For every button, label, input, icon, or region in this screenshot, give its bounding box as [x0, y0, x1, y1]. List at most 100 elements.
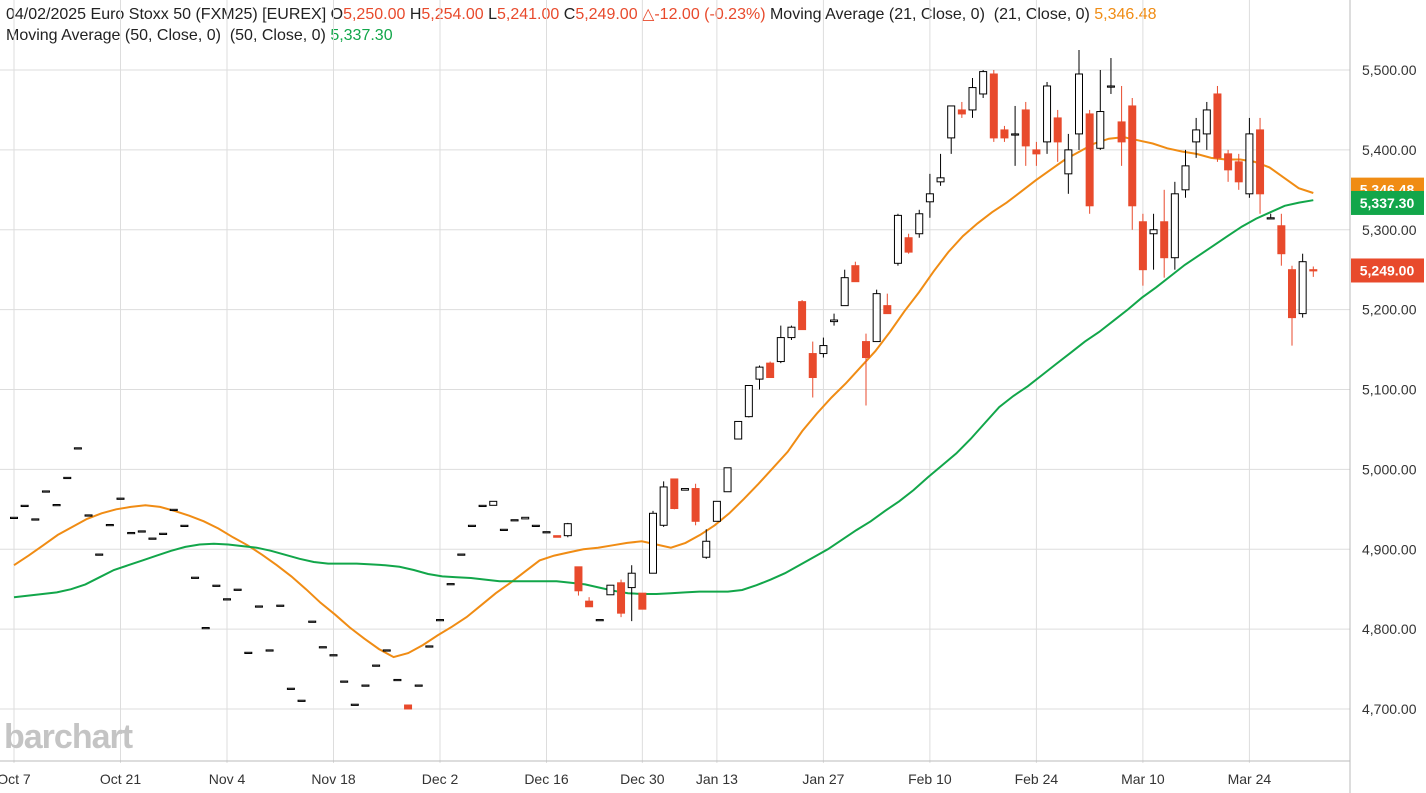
candle-body — [308, 620, 317, 623]
candle — [1181, 149, 1190, 198]
candle-body — [489, 500, 498, 506]
y-tick-label: 5,000.00 — [1362, 461, 1417, 477]
candle — [1096, 70, 1105, 150]
candle-body — [254, 605, 263, 608]
candle-body — [851, 265, 860, 283]
candle — [925, 173, 934, 218]
candle-body — [659, 486, 668, 526]
candle — [1245, 117, 1254, 198]
candle-body — [1170, 193, 1179, 259]
candle-body — [1288, 269, 1296, 319]
candle-body — [372, 664, 381, 667]
candle-body — [1085, 113, 1094, 207]
candle-body — [467, 524, 476, 527]
candle — [606, 584, 615, 596]
candle — [1256, 117, 1265, 214]
candle-body — [798, 301, 807, 331]
candle — [372, 664, 381, 667]
candle — [1309, 266, 1318, 277]
candle — [308, 620, 317, 623]
low-value: 5,241.00 — [497, 6, 560, 23]
high-value: 5,254.00 — [421, 6, 484, 23]
candle-body — [531, 524, 540, 527]
candle — [414, 684, 423, 687]
ma21-value: 5,346.48 — [1094, 6, 1157, 23]
candle — [936, 153, 945, 186]
candle-body — [915, 213, 924, 235]
candle — [159, 532, 168, 535]
candle — [265, 649, 274, 652]
candle-body — [872, 293, 881, 343]
candle — [361, 684, 370, 687]
x-tick-label: Mar 24 — [1228, 771, 1272, 787]
candle-body — [393, 678, 402, 682]
candle-body — [595, 619, 604, 622]
candle-body — [63, 476, 72, 480]
candles — [10, 50, 1318, 710]
candle — [116, 497, 125, 500]
candle — [947, 105, 956, 154]
candle — [489, 500, 498, 506]
candle — [755, 365, 764, 390]
candle — [499, 528, 508, 531]
candle-body — [521, 516, 530, 520]
candle — [201, 627, 210, 630]
candle-body — [542, 531, 551, 534]
candle-body — [1213, 93, 1222, 159]
candle — [830, 313, 839, 326]
candle — [446, 583, 455, 586]
candle — [862, 333, 870, 406]
high-label: H — [409, 6, 422, 23]
quote-date: 04/02/2025 — [6, 6, 87, 23]
candle-body — [1202, 109, 1211, 135]
candle — [627, 565, 636, 622]
low-label: L — [488, 6, 498, 23]
candle — [766, 361, 775, 379]
x-tick-label: Feb 10 — [908, 771, 952, 787]
candle-body — [361, 684, 370, 687]
x-tick-label: Dec 2 — [422, 771, 459, 787]
candle-body — [904, 237, 913, 253]
candle-body — [1192, 129, 1201, 143]
x-tick-label: Feb 24 — [1015, 771, 1059, 787]
candle-body — [350, 703, 359, 706]
candle — [968, 77, 977, 118]
candle-body — [1256, 129, 1265, 195]
candle-body — [936, 177, 945, 183]
candle — [840, 269, 849, 307]
candle-body — [180, 524, 189, 527]
candle-body — [1245, 133, 1254, 195]
candle — [585, 597, 594, 608]
candle-body — [105, 523, 114, 527]
candle-body — [95, 553, 104, 556]
candle-body — [563, 523, 572, 537]
candle-body — [1000, 129, 1009, 139]
candle-body — [883, 305, 892, 315]
ma50-badge-bg — [1351, 190, 1424, 215]
y-tick-label: 5,100.00 — [1362, 382, 1417, 398]
candle — [1266, 213, 1275, 220]
candle-body — [627, 572, 636, 589]
candle — [638, 592, 647, 610]
candle — [297, 699, 306, 702]
candle-body — [297, 699, 306, 702]
candle — [137, 530, 146, 533]
candle-body — [712, 500, 721, 522]
candle — [1213, 85, 1222, 162]
candle — [691, 483, 700, 526]
candle — [286, 687, 295, 690]
candle — [617, 579, 626, 618]
candle — [20, 504, 29, 508]
candle-body — [1149, 229, 1158, 235]
x-tick-label: Jan 13 — [696, 771, 738, 787]
candle — [734, 420, 743, 440]
candle-body — [404, 704, 413, 710]
candle — [723, 467, 732, 493]
candle-body — [574, 566, 583, 592]
candle — [1170, 181, 1179, 270]
candle-body — [723, 467, 732, 493]
candle — [595, 619, 604, 622]
candle — [1224, 149, 1233, 182]
candle-body — [755, 366, 764, 380]
